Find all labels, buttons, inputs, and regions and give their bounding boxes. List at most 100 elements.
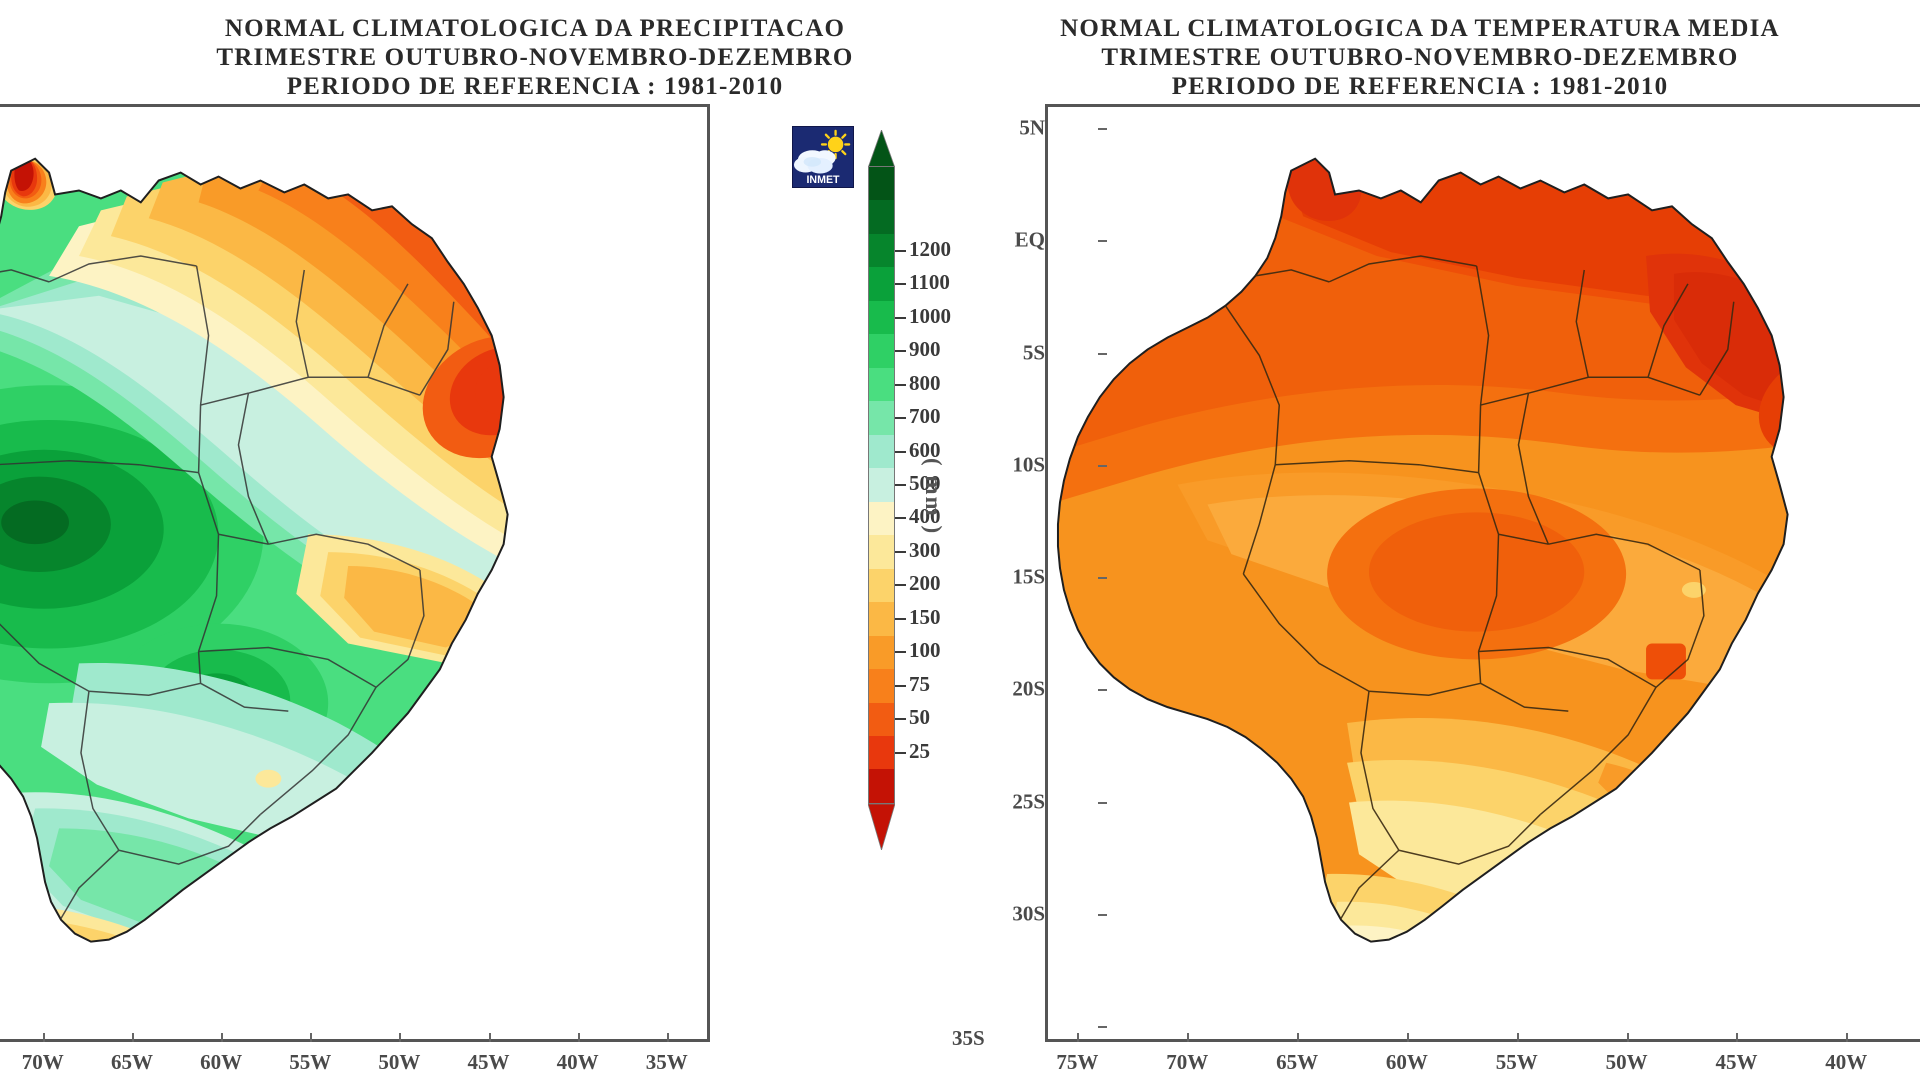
colorbar-tick-mark xyxy=(895,751,906,754)
colorbar-tick-label: 150 xyxy=(909,604,941,629)
x-tick-label: 60W xyxy=(200,1050,243,1074)
temperature-map xyxy=(1056,157,1789,943)
colorbar-bottom-arrow xyxy=(868,804,895,850)
colorbar-unit-label: ( mm ) xyxy=(921,458,946,536)
colorbar-segment xyxy=(869,367,894,402)
brazil-state-borders-temp xyxy=(1224,255,1735,923)
x-tick-mark xyxy=(1626,1033,1629,1042)
colorbar-tick-mark xyxy=(895,249,906,252)
temperature-corner-label: 35S xyxy=(952,1026,985,1050)
y-tick-label: 25S xyxy=(1012,789,1045,813)
y-tick-mark xyxy=(1098,1026,1107,1028)
x-tick-label: 65W xyxy=(1276,1050,1319,1074)
precipitation-title-line3: PERIODO DE REFERENCIA : 1981-2010 xyxy=(286,73,784,100)
colorbar-tick-label: 1200 xyxy=(909,236,951,261)
x-tick-mark xyxy=(577,1033,580,1042)
cloud-icon xyxy=(793,150,836,174)
precipitation-map xyxy=(0,157,509,943)
colorbar-segment xyxy=(869,669,894,703)
y-tick-mark xyxy=(1098,689,1107,692)
x-tick-label: 55W xyxy=(289,1050,332,1074)
colorbar-segment xyxy=(869,167,894,201)
precipitation-title-line2: TRIMESTRE OUTUBRO-NOVEMBRO-DEZEMBRO xyxy=(216,44,854,71)
colorbar-segment xyxy=(869,401,894,435)
colorbar-tick-label: 500 xyxy=(909,471,941,495)
colorbar-segment xyxy=(869,468,894,502)
x-tick-label: 55W xyxy=(1495,1050,1538,1074)
x-tick-label: 50W xyxy=(1605,1050,1648,1074)
x-tick-mark xyxy=(1406,1033,1409,1042)
colorbar-top-arrow xyxy=(868,130,895,168)
x-tick-label: 35W xyxy=(645,1050,688,1074)
y-tick-label: 20S xyxy=(1012,676,1045,701)
colorbar-segment xyxy=(869,233,894,268)
precipitation-map-frame xyxy=(0,104,710,1042)
brazil-state-borders xyxy=(0,255,455,923)
colorbar-tick-mark xyxy=(895,484,906,486)
colorbar-tick-label: 800 xyxy=(909,370,941,395)
colorbar-tick-mark xyxy=(895,651,906,654)
colorbar-segment xyxy=(869,501,894,536)
x-tick-mark xyxy=(1077,1033,1080,1042)
temperature-title-line1: NORMAL CLIMATOLOGICA DA TEMPERATURA MEDI… xyxy=(1060,15,1780,42)
colorbar-segment xyxy=(869,434,894,469)
inmet-logo-icon: INMET xyxy=(793,127,853,187)
colorbar-tick-mark xyxy=(895,383,906,386)
colorbar-tick-mark xyxy=(895,550,906,553)
x-tick-mark xyxy=(42,1033,45,1042)
x-tick-mark xyxy=(1736,1033,1739,1042)
colorbar-tick-label: 1000 xyxy=(909,303,951,328)
colorbar-tick-label: 400 xyxy=(909,504,941,529)
colorbar-tick-label: 25 xyxy=(909,738,930,763)
colorbar-tick-mark xyxy=(895,584,906,587)
colorbar-segment xyxy=(869,200,894,234)
colorbar-tick-labels: 25 50 75 100 150 200 300 400 500 600 700 800 900 1000… xyxy=(895,166,960,804)
colorbar-tick-mark xyxy=(895,417,906,420)
panel-precipitation: NORMAL CLIMATOLOGICA DA PRECIPITACAO TRI… xyxy=(0,0,960,1080)
temperature-contour-fill xyxy=(1057,158,1788,942)
y-tick-label: 15S xyxy=(1012,564,1045,589)
temperature-title-line3: PERIODO DE REFERENCIA : 1981-2010 xyxy=(1171,73,1669,100)
temperature-map-frame xyxy=(1045,104,1920,1042)
x-tick-label: 60W xyxy=(1385,1050,1428,1074)
y-tick-label: 30S xyxy=(1012,901,1045,926)
colorbar-tick-label: 50 xyxy=(909,705,930,730)
y-tick-label: EQ xyxy=(1014,227,1045,252)
colorbar-tick-label: 75 xyxy=(909,671,930,696)
colorbar-tick-label: 300 xyxy=(909,537,941,562)
y-tick-mark xyxy=(1098,352,1107,355)
temperature-title-line2: TRIMESTRE OUTUBRO-NOVEMBRO-DEZEMBRO xyxy=(1101,44,1739,71)
precipitation-x-axis: 70W 65W 60W 55W 50W 45W 40W 35W xyxy=(0,1033,710,1082)
colorbar-tick-label: 100 xyxy=(909,638,941,663)
y-tick-label: 10S xyxy=(1012,452,1045,477)
precipitation-title-block: NORMAL CLIMATOLOGICA DA PRECIPITACAO TRI… xyxy=(0,14,960,101)
y-tick-mark xyxy=(1098,913,1107,916)
colorbar-segment xyxy=(869,735,894,770)
x-tick-mark xyxy=(1846,1033,1849,1042)
colorbar-tick-label: 1100 xyxy=(909,270,950,295)
colorbar-segments xyxy=(868,166,895,804)
brazil-country-outline xyxy=(0,157,509,943)
y-tick-label: 5S xyxy=(1022,340,1045,364)
x-tick-mark xyxy=(1516,1033,1519,1042)
colorbar-tick-mark xyxy=(895,517,906,520)
panel-temperature: NORMAL CLIMATOLOGICA DA TEMPERATURA MEDI… xyxy=(960,0,1920,1080)
x-tick-mark xyxy=(310,1033,313,1042)
y-tick-mark xyxy=(1098,240,1107,243)
colorbar-segment xyxy=(869,635,894,670)
colorbar-segment xyxy=(869,267,894,301)
x-tick-mark xyxy=(666,1033,669,1042)
colorbar-tick-mark xyxy=(895,283,906,286)
x-tick-label: 65W xyxy=(110,1050,153,1074)
temperature-title-block: NORMAL CLIMATOLOGICA DA TEMPERATURA MEDI… xyxy=(960,14,1920,101)
colorbar-segment xyxy=(869,602,894,636)
x-tick-label: 75W xyxy=(1056,1050,1099,1074)
x-tick-label: 70W xyxy=(1166,1050,1209,1074)
colorbar-segment xyxy=(869,300,894,335)
x-tick-label: 45W xyxy=(1715,1050,1758,1074)
y-tick-label: 5N xyxy=(1019,115,1045,140)
inmet-logo-text: INMET xyxy=(806,174,840,186)
precipitation-contour-fill xyxy=(0,158,508,942)
colorbar-segment xyxy=(869,535,894,569)
colorbar-segment xyxy=(869,334,894,368)
